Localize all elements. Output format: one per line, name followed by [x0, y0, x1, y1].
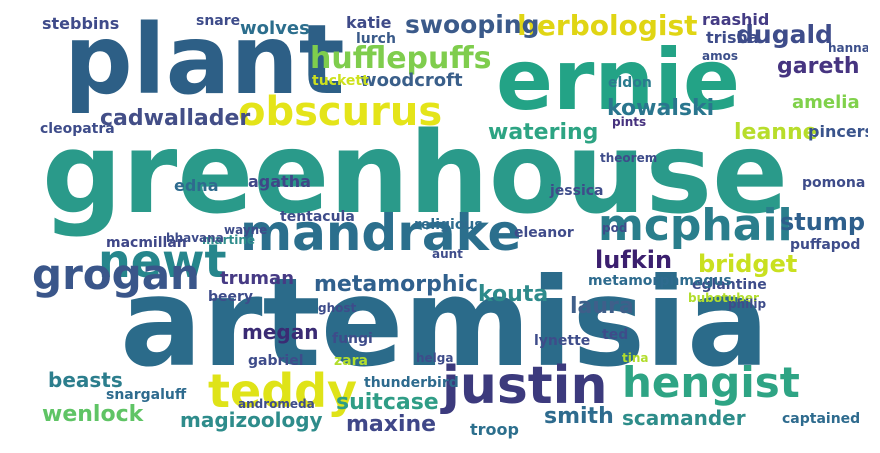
word-stump: stump: [780, 208, 866, 236]
word-zara: tentacula: [280, 209, 355, 225]
word-eldon: eldon: [608, 75, 652, 91]
word-beery: pomona: [802, 175, 866, 191]
word-troop: troop: [470, 420, 519, 439]
word-pod: lynette: [534, 333, 591, 349]
word-philip: puffapod: [790, 237, 861, 253]
word-scamander: scamander: [622, 406, 746, 430]
word-greenhouse: greenhouse: [42, 109, 789, 239]
word-ernest: ghost: [318, 301, 357, 315]
word-ghost: zara: [334, 353, 368, 369]
word-fido: tina: [622, 351, 649, 365]
word-artemisia: artemisia: [120, 252, 770, 394]
word-metamorphic: metamorphic: [314, 272, 479, 297]
word-cinematic: captained: [782, 411, 861, 427]
word-ted: eglantine: [692, 277, 767, 293]
word-edna: cleopatra: [40, 121, 115, 137]
word-mcphail: mcphail: [598, 200, 793, 251]
word-memorial: aunt: [432, 247, 463, 261]
word-ernie: ernie: [496, 31, 740, 129]
word-amos: amos: [702, 49, 738, 63]
word-fungi: martine: [202, 233, 256, 247]
word-beasts: beasts: [48, 368, 123, 392]
word-gareth: gareth: [777, 54, 860, 79]
word-woodcroft: woodcroft: [360, 70, 463, 91]
word-aunt: fungi: [332, 331, 373, 347]
word-dugald: dugald: [736, 20, 833, 49]
word-truman: truman: [220, 268, 295, 289]
word-leanne: leanne: [734, 120, 818, 145]
word-justin: justin: [442, 356, 608, 416]
word-swooping: swooping: [405, 12, 540, 39]
word-grogan: grogan: [32, 250, 200, 299]
word-obscurus: obscurus: [238, 89, 443, 135]
word-pints: pints: [612, 115, 647, 129]
word-pomona: religious: [414, 217, 483, 233]
word-cadwallader: cadwallader: [100, 106, 251, 131]
word-plant: plant: [64, 12, 345, 116]
word-teddy: teddy: [208, 364, 358, 418]
word-kowalski: kowalski: [607, 96, 715, 121]
word-stink: pod: [602, 221, 628, 235]
word-tina: bubotuber: [688, 291, 759, 305]
word-laura: laura: [570, 294, 634, 319]
word-macmillan: eleanor: [514, 225, 574, 241]
word-herbologist: herbologist: [517, 12, 698, 42]
word-thunderbird: beery: [208, 289, 254, 305]
word-jessica: agatha: [248, 172, 311, 191]
word-megan: megan: [242, 320, 319, 344]
word-hufflepuffs: hufflepuffs: [310, 41, 492, 76]
word-hanna: hanna: [828, 41, 868, 55]
word-raashid: raashid: [702, 12, 770, 29]
word-kouta: kouta: [478, 282, 549, 307]
word-wenlock: wenlock: [42, 402, 144, 427]
word-agatha: edna: [174, 176, 219, 195]
word-isabella: thunderbird: [364, 375, 459, 391]
word-trisha: trisha: [706, 28, 759, 47]
word-snare: snare: [196, 13, 241, 29]
word-helga: philip: [728, 297, 767, 311]
word-katie: katie: [346, 13, 392, 32]
word-cloud: greenhouse artemisia plant ernie mandrak…: [12, 12, 868, 441]
word-tentacula: theorem: [600, 151, 658, 165]
word-newt: newt: [98, 234, 227, 288]
word-smith: smith: [544, 404, 614, 429]
word-stebbins: stebbins: [42, 14, 120, 33]
word-lufkin: lufkin: [595, 246, 673, 274]
word-wolves: wolves: [240, 18, 310, 39]
word-maxine: maxine: [346, 412, 437, 437]
word-amelia: amelia: [792, 92, 860, 113]
word-tuckett: tuckett: [312, 73, 369, 89]
word-lurch: lurch: [356, 31, 396, 47]
word-tena: andromeda: [238, 397, 315, 411]
word-gabriel: macmillan: [106, 235, 187, 251]
word-pincers: pincers: [808, 122, 868, 141]
word-magizoology: magizoology: [180, 408, 323, 432]
word-mandrake: mandrake: [240, 204, 522, 262]
word-zacharias: wayne: [224, 223, 268, 237]
word-arithmancer: snargaluff: [106, 387, 187, 403]
word-wayne: gabriel: [248, 353, 304, 369]
word-bridget: bridget: [698, 250, 798, 278]
word-watering: watering: [488, 120, 599, 145]
word-martine: jessica: [550, 183, 604, 199]
word-suitcase: suitcase: [336, 390, 439, 415]
word-shrub: ted: [602, 327, 629, 343]
word-andromeda: metamorphmagus: [588, 273, 732, 289]
word-dora: bhavana: [166, 231, 224, 245]
word-sullivan: helga: [416, 351, 454, 365]
word-hengist: hengist: [622, 358, 800, 407]
